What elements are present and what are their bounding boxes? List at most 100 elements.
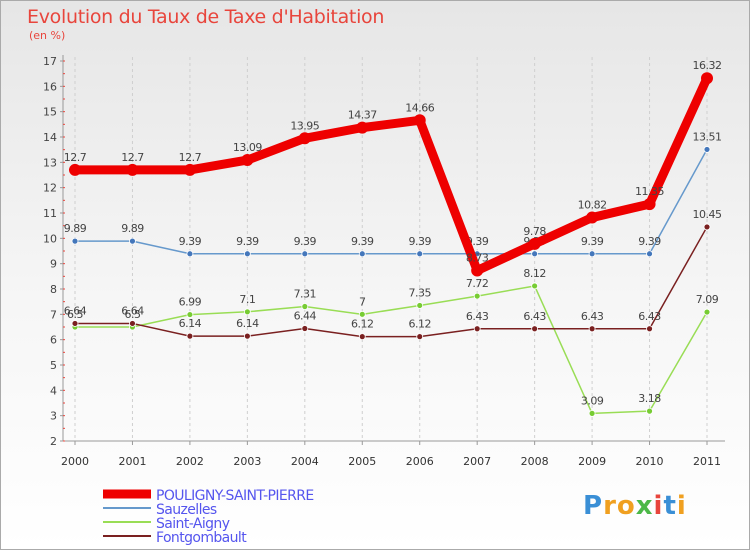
data-label-fontgombault: 6.14	[179, 317, 202, 330]
data-label-saint-aigny: 7.35	[408, 286, 431, 299]
y-tick-label: 11	[43, 207, 57, 220]
data-label-pouligny-saint-pierre: 11.35	[635, 185, 664, 198]
data-point-sauzelles	[71, 237, 79, 245]
data-label-pouligny-saint-pierre: 12.7	[121, 151, 144, 164]
data-point-pouligny-saint-pierre	[643, 198, 656, 211]
y-tick-label: 4	[50, 384, 57, 397]
x-tick-label: 2006	[406, 455, 434, 468]
data-point-pouligny-saint-pierre	[356, 121, 369, 134]
x-tick-label: 2004	[291, 455, 319, 468]
data-label-fontgombault: 6.43	[466, 310, 489, 323]
data-label-saint-aigny: 6.5	[124, 308, 140, 321]
x-tick-label: 2009	[578, 455, 606, 468]
data-point-pouligny-saint-pierre	[126, 163, 139, 176]
data-point-fontgombault	[416, 333, 424, 341]
data-label-pouligny-saint-pierre: 8.73	[466, 252, 489, 265]
data-label-sauzelles: 9.39	[638, 235, 661, 248]
data-point-pouligny-saint-pierre	[183, 163, 196, 176]
chart-subtitle: (en %)	[29, 29, 66, 42]
data-label-saint-aigny: 7.31	[294, 287, 317, 300]
data-label-fontgombault: 6.64	[64, 304, 87, 317]
data-label-sauzelles: 9.39	[179, 235, 202, 248]
y-tick-label: 5	[50, 359, 57, 372]
data-label-sauzelles: 9.39	[236, 235, 259, 248]
data-label-fontgombault: 6.43	[581, 310, 604, 323]
legend-label: Saint-Aigny	[156, 516, 230, 532]
y-tick-label: 10	[43, 232, 57, 245]
x-tick-label: 2003	[233, 455, 261, 468]
data-label-sauzelles: 9.39	[294, 235, 317, 248]
data-point-saint-aigny	[531, 282, 539, 290]
data-point-sauzelles	[243, 250, 251, 258]
data-label-saint-aigny: 6.5	[67, 308, 83, 321]
proxiti-logo: Proxiti	[583, 491, 687, 521]
data-label-pouligny-saint-pierre: 16.32	[693, 59, 722, 72]
data-label-saint-aigny: 7	[359, 295, 366, 308]
legend-label: POULIGNY-SAINT-PIERRE	[156, 488, 314, 504]
y-tick-label: 3	[50, 410, 57, 423]
series-line-saint-aigny	[74, 285, 708, 415]
data-label-sauzelles: 9.89	[121, 222, 144, 235]
x-tick-label: 2002	[176, 455, 204, 468]
data-point-sauzelles	[186, 250, 194, 258]
data-point-saint-aigny	[243, 308, 251, 316]
data-point-saint-aigny	[186, 311, 194, 318]
data-label-sauzelles: 9.89	[64, 222, 87, 235]
x-tick-label: 2010	[636, 455, 664, 468]
x-tick-label: 2011	[693, 455, 721, 468]
data-label-fontgombault: 6.43	[523, 310, 546, 323]
data-point-fontgombault	[129, 320, 136, 327]
series-line-pouligny-saint-pierre	[70, 73, 712, 276]
data-point-sauzelles	[416, 250, 424, 258]
data-point-saint-aigny	[301, 303, 309, 310]
data-label-saint-aigny: 7.1	[239, 293, 255, 306]
data-point-fontgombault	[358, 333, 366, 341]
data-label-fontgombault: 6.43	[638, 310, 661, 323]
data-point-fontgombault	[703, 223, 711, 231]
data-label-sauzelles: 9.39	[408, 235, 431, 248]
x-tick-label: 2007	[463, 455, 491, 468]
chart-title: Evolution du Taux de Taxe d'Habitation	[27, 6, 385, 28]
data-point-sauzelles	[358, 250, 366, 258]
data-label-saint-aigny: 3.18	[638, 392, 661, 405]
data-point-fontgombault	[588, 325, 596, 333]
x-tick-label: 2008	[521, 455, 549, 468]
data-point-pouligny-saint-pierre	[471, 264, 484, 277]
data-label-saint-aigny: 6.99	[179, 296, 202, 309]
data-label-fontgombault: 6.12	[351, 318, 374, 331]
data-label-pouligny-saint-pierre: 12.7	[64, 151, 87, 164]
x-tick-label: 2001	[118, 455, 146, 468]
data-point-fontgombault	[301, 325, 309, 332]
data-point-saint-aigny	[358, 310, 366, 318]
data-point-fontgombault	[646, 325, 653, 333]
series-line-fontgombault	[74, 226, 708, 338]
data-label-pouligny-saint-pierre: 12.7	[179, 151, 202, 164]
y-tick-label: 17	[43, 55, 57, 68]
plot-area	[63, 57, 725, 441]
data-point-pouligny-saint-pierre	[528, 237, 541, 250]
y-tick-label: 14	[43, 131, 57, 144]
data-point-fontgombault	[71, 320, 79, 327]
data-point-pouligny-saint-pierre	[701, 72, 713, 85]
data-point-pouligny-saint-pierre	[69, 163, 81, 176]
data-point-sauzelles	[301, 250, 309, 258]
data-point-sauzelles	[646, 250, 653, 258]
data-label-saint-aigny: 3.09	[581, 394, 604, 407]
data-label-pouligny-saint-pierre: 13.95	[290, 119, 319, 132]
series-line-sauzelles	[74, 148, 708, 255]
y-tick-label: 7	[50, 308, 57, 321]
data-point-saint-aigny	[473, 292, 481, 300]
data-label-sauzelles: 13.51	[693, 130, 722, 143]
legend-label: Sauzelles	[156, 502, 217, 518]
data-label-fontgombault: 6.64	[121, 304, 144, 317]
x-tick-label: 2000	[61, 455, 89, 468]
y-tick-label: 13	[43, 156, 57, 169]
data-label-sauzelles: 9.39	[581, 235, 604, 248]
data-point-fontgombault	[531, 325, 539, 333]
x-tick-label: 2005	[348, 455, 376, 468]
data-label-pouligny-saint-pierre: 13.09	[233, 141, 262, 154]
data-point-fontgombault	[473, 325, 481, 333]
data-point-sauzelles	[531, 250, 539, 258]
data-point-sauzelles	[703, 146, 711, 153]
